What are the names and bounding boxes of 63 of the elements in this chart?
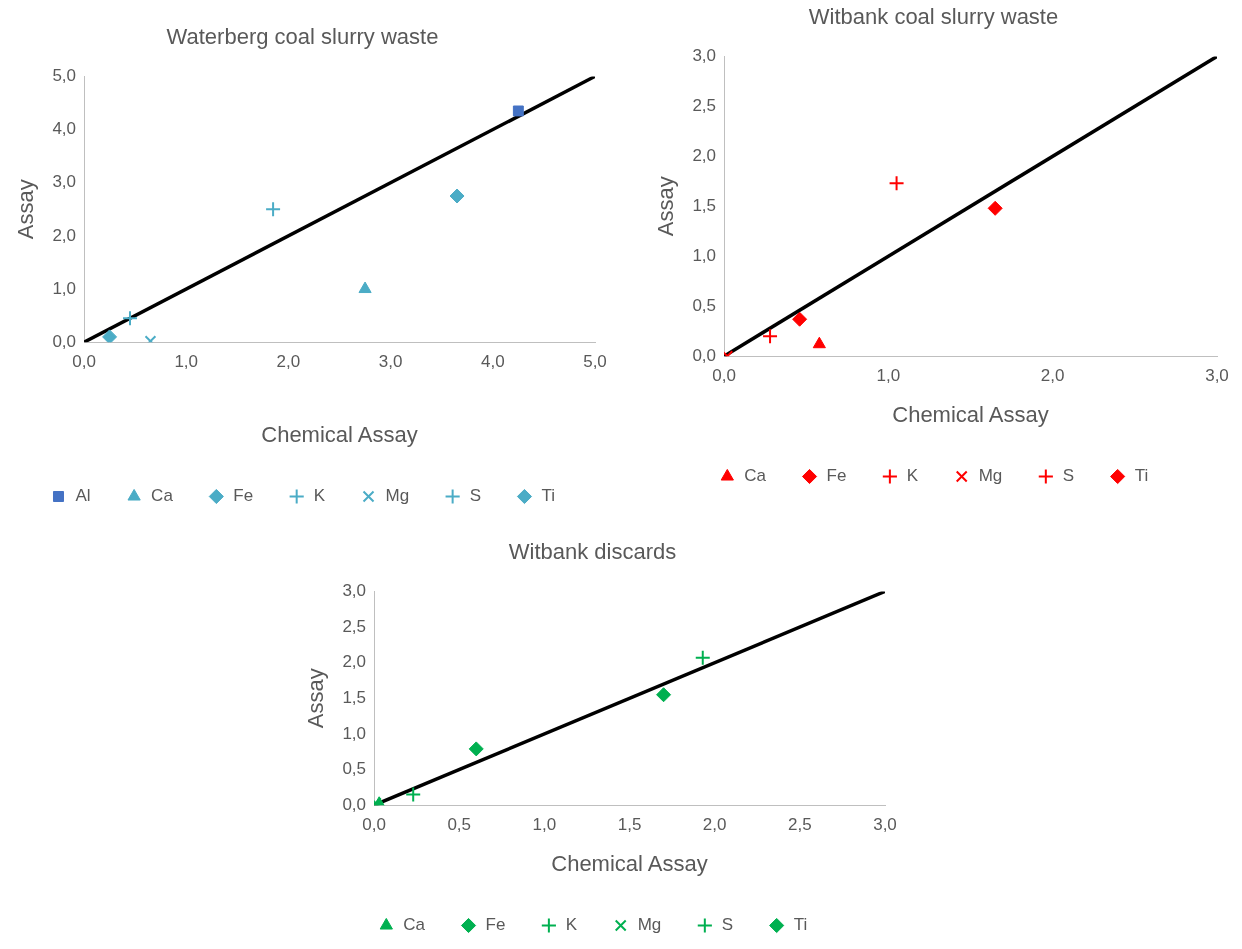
y-tick-label: 0,5	[692, 295, 717, 315]
y-tick-label: 3,0	[692, 46, 717, 66]
y-tick-label: 3,0	[52, 172, 77, 192]
y-axis-title: Assay	[653, 176, 679, 237]
chart-title: Waterberg coal slurry waste	[166, 24, 439, 50]
y-tick-label: 2,5	[342, 616, 367, 636]
x-axis-title: Chemical Assay	[261, 421, 418, 447]
x-tick-label: 3,0	[1205, 366, 1229, 386]
y-tick-label: 1,5	[692, 195, 717, 215]
y-tick-label: 2,5	[692, 96, 717, 116]
x-tick-label: 0,0	[362, 815, 386, 835]
legend-label: S	[721, 915, 734, 935]
y-tick-label: 4,0	[52, 119, 77, 139]
legend-label: Ti	[793, 915, 808, 935]
y-tick-label: 1,5	[342, 687, 367, 707]
x-tick-label: 0,0	[72, 352, 96, 372]
y-axis-title: Assay	[13, 179, 39, 240]
x-tick-label: 2,5	[788, 815, 812, 835]
y-tick-label: 1,0	[692, 245, 717, 265]
legend-label: Ca	[744, 466, 767, 486]
x-tick-label: 2,0	[1040, 366, 1065, 386]
legend-label: Fe	[826, 466, 847, 486]
legend-label: Fe	[233, 486, 254, 506]
legend-label: Fe	[485, 915, 506, 935]
x-axis-title: Chemical Assay	[551, 850, 708, 876]
legend-label: Mg	[637, 915, 662, 935]
x-tick-label: 0,5	[447, 815, 472, 835]
chart-title: Witbank coal slurry waste	[808, 4, 1059, 30]
y-tick-label: 0,0	[342, 794, 367, 814]
y-tick-label: 5,0	[52, 66, 77, 86]
legend-label: S	[469, 486, 481, 506]
chart-title: Witbank discards	[508, 539, 677, 565]
y-axis-title: Assay	[303, 668, 329, 729]
legend-label: K	[565, 915, 578, 935]
y-tick-label: 2,0	[342, 652, 367, 672]
x-tick-label: 3,0	[378, 352, 403, 372]
legend-label: Ca	[403, 915, 426, 935]
y-tick-label: 1,0	[342, 723, 367, 743]
legend-label: Ca	[151, 486, 174, 506]
y-tick-label: 0,5	[342, 759, 367, 779]
legend-label: S	[1062, 466, 1075, 486]
x-tick-label: 1,0	[532, 815, 557, 835]
y-tick-label: 0,0	[52, 331, 77, 351]
legend-label: Mg	[978, 466, 1003, 486]
x-tick-label: 4,0	[480, 352, 505, 372]
x-tick-label: 1,5	[617, 815, 642, 835]
legend-label: Ti	[1134, 466, 1149, 486]
x-tick-label: 3,0	[873, 815, 897, 835]
legend-label: Mg	[385, 486, 410, 506]
legend-label: Al	[75, 486, 91, 506]
x-tick-label: 0,0	[712, 366, 736, 386]
y-tick-label: 3,0	[342, 581, 367, 601]
y-tick-label: 1,0	[52, 278, 77, 298]
x-tick-label: 5,0	[583, 352, 607, 372]
y-tick-label: 2,0	[692, 146, 717, 166]
x-tick-label: 1,0	[174, 352, 199, 372]
legend-label: K	[313, 486, 326, 506]
x-tick-label: 2,0	[276, 352, 301, 372]
legend-label: K	[906, 466, 919, 486]
legend-label: Ti	[541, 486, 556, 506]
x-axis-title: Chemical Assay	[892, 401, 1049, 427]
x-tick-label: 1,0	[876, 366, 901, 386]
y-tick-label: 2,0	[52, 225, 77, 245]
